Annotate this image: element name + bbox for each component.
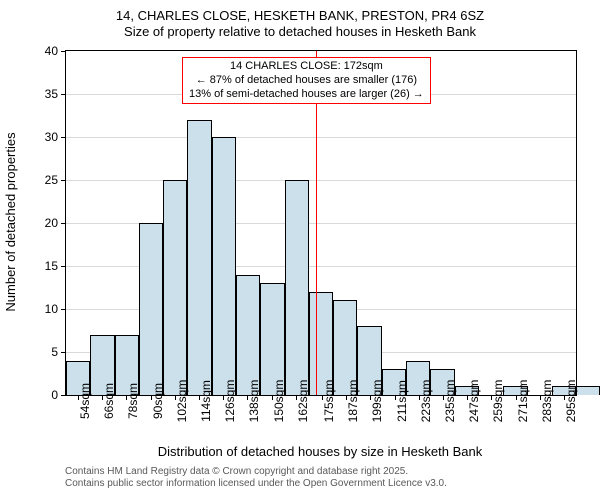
histogram-bar bbox=[260, 283, 284, 395]
x-tick-label: 102sqm bbox=[175, 380, 189, 423]
histogram-bar bbox=[187, 120, 211, 395]
histogram-bar bbox=[236, 275, 260, 395]
chart-title-line1: 14, CHARLES CLOSE, HESKETH BANK, PRESTON… bbox=[0, 8, 600, 24]
y-tick bbox=[61, 352, 66, 353]
plot-area: 051015202530354054sqm66sqm78sqm90sqm102s… bbox=[65, 50, 577, 396]
histogram-bar bbox=[285, 180, 309, 395]
y-tick bbox=[61, 223, 66, 224]
y-tick-label: 15 bbox=[45, 259, 58, 273]
histogram-bar bbox=[576, 386, 600, 395]
x-tick-label: 295sqm bbox=[564, 380, 578, 423]
y-tick bbox=[61, 180, 66, 181]
y-tick-label: 5 bbox=[51, 345, 58, 359]
gridline bbox=[66, 137, 576, 138]
x-tick-label: 90sqm bbox=[151, 383, 165, 419]
x-tick-label: 66sqm bbox=[102, 383, 116, 419]
histogram-bar bbox=[212, 137, 236, 395]
chart-title-line2: Size of property relative to detached ho… bbox=[0, 24, 600, 40]
y-tick-label: 25 bbox=[45, 173, 58, 187]
y-tick-label: 20 bbox=[45, 216, 58, 230]
y-tick bbox=[61, 137, 66, 138]
x-tick-label: 114sqm bbox=[199, 380, 213, 422]
annotation-box: 14 CHARLES CLOSE: 172sqm← 87% of detache… bbox=[182, 57, 431, 104]
x-tick-label: 78sqm bbox=[126, 383, 140, 419]
y-tick bbox=[61, 51, 66, 52]
annotation-line: 14 CHARLES CLOSE: 172sqm bbox=[189, 60, 424, 74]
x-tick-label: 235sqm bbox=[443, 380, 457, 423]
x-tick-label: 247sqm bbox=[467, 380, 481, 423]
annotation-line: 13% of semi-detached houses are larger (… bbox=[189, 88, 424, 102]
chart-container: 14, CHARLES CLOSE, HESKETH BANK, PRESTON… bbox=[0, 8, 600, 39]
x-axis-label: Distribution of detached houses by size … bbox=[158, 444, 482, 459]
y-tick-label: 10 bbox=[45, 302, 58, 316]
x-tick-label: 199sqm bbox=[370, 380, 384, 423]
x-tick-label: 54sqm bbox=[78, 383, 92, 419]
y-tick bbox=[61, 309, 66, 310]
gridline bbox=[66, 180, 576, 181]
annotation-line: ← 87% of detached houses are smaller (17… bbox=[189, 74, 424, 88]
y-tick-label: 40 bbox=[45, 44, 58, 58]
x-tick-label: 175sqm bbox=[322, 380, 336, 423]
x-tick-label: 138sqm bbox=[247, 380, 261, 423]
x-tick-label: 162sqm bbox=[296, 380, 310, 423]
x-tick-label: 126sqm bbox=[223, 380, 237, 423]
x-tick-label: 283sqm bbox=[540, 380, 554, 423]
y-tick-label: 0 bbox=[51, 388, 58, 402]
y-tick bbox=[61, 395, 66, 396]
x-tick-label: 187sqm bbox=[346, 380, 360, 423]
histogram-bar bbox=[139, 223, 163, 395]
y-tick-label: 30 bbox=[45, 130, 58, 144]
x-tick-label: 271sqm bbox=[516, 380, 530, 423]
footer-attribution: Contains HM Land Registry data © Crown c… bbox=[65, 466, 447, 490]
y-tick-label: 35 bbox=[45, 87, 58, 101]
footer-line1: Contains HM Land Registry data © Crown c… bbox=[65, 466, 447, 478]
x-tick-label: 211sqm bbox=[395, 380, 409, 422]
x-tick-label: 150sqm bbox=[272, 380, 286, 423]
x-tick-label: 223sqm bbox=[419, 380, 433, 423]
x-tick-label: 259sqm bbox=[491, 380, 505, 423]
histogram-bar bbox=[163, 180, 187, 395]
footer-line2: Contains public sector information licen… bbox=[65, 478, 447, 490]
y-tick bbox=[61, 94, 66, 95]
y-tick bbox=[61, 266, 66, 267]
